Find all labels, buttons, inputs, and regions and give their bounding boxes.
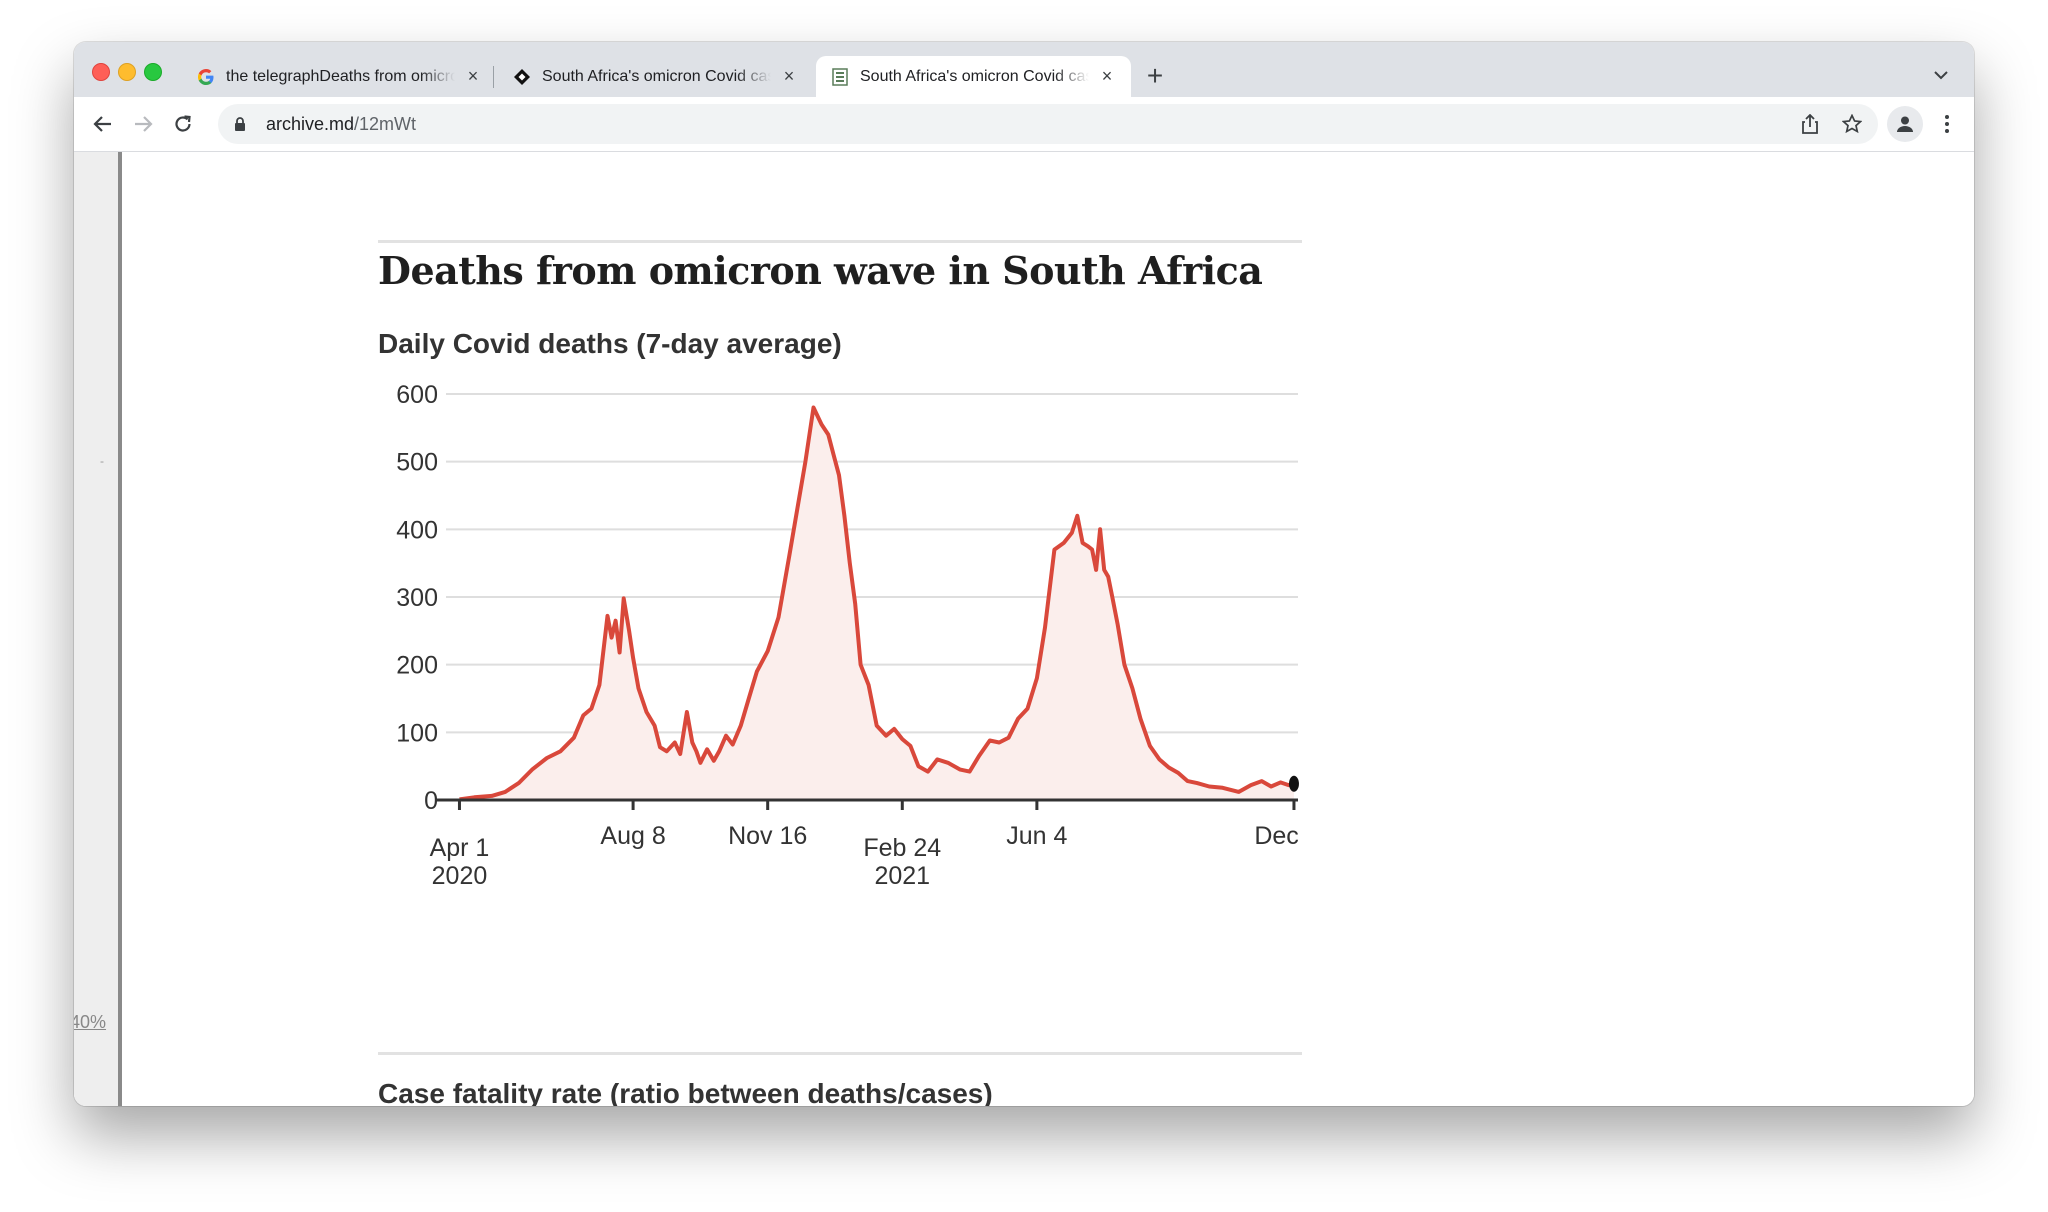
y-tick-label: 0	[424, 787, 438, 815]
lock-icon[interactable]	[234, 116, 254, 132]
tab-title: the telegraphDeaths from omicron wave in…	[226, 67, 455, 85]
next-section-title: Case fatality rate (ratio between deaths…	[378, 1078, 993, 1106]
y-tick-label: 600	[396, 381, 438, 409]
profile-avatar-icon[interactable]	[1887, 106, 1923, 142]
archive-page-icon	[830, 67, 850, 87]
tab-title: South Africa's omicron Covid cases	[860, 67, 1089, 85]
x-tick-label: Aug 8	[600, 822, 665, 850]
tab-title: South Africa's omicron Covid cases	[542, 67, 771, 85]
browser-toolbar: archive.md/12mWt	[74, 97, 1974, 152]
chart-headline: Deaths from omicron wave in South Africa	[378, 248, 1263, 293]
y-tick-label: 400	[396, 516, 438, 544]
page-content: - 40% Deaths from omicron wave in South …	[74, 152, 1974, 1106]
y-tick-label: 200	[396, 652, 438, 680]
tab-south-africa-2-active[interactable]: South Africa's omicron Covid cases ×	[816, 56, 1131, 97]
x-tick-label: Feb 24	[863, 834, 941, 862]
zoom-link[interactable]: 40%	[74, 1012, 107, 1032]
y-tick-label: 100	[396, 719, 438, 747]
top-divider	[378, 240, 1302, 243]
x-tick-label: Dec 12	[1254, 822, 1302, 850]
close-tab-icon[interactable]: ×	[1101, 66, 1113, 86]
tab-telegraph[interactable]: the telegraphDeaths from omicron wave in…	[182, 56, 497, 97]
minimize-window-button[interactable]	[118, 63, 136, 81]
section-divider	[378, 1052, 1302, 1055]
tab-search-chevron-icon[interactable]	[1926, 60, 1956, 90]
tab-south-africa-1[interactable]: South Africa's omicron Covid cases ×	[498, 56, 813, 97]
x-tick-label: 2020	[432, 862, 488, 890]
tab-separator	[493, 66, 494, 88]
close-tab-icon[interactable]: ×	[467, 66, 479, 86]
close-window-button[interactable]	[92, 63, 110, 81]
diamond-logo-icon	[512, 67, 532, 87]
series-area	[459, 407, 1294, 800]
new-tab-button[interactable]: +	[1146, 60, 1164, 91]
more-menu-icon[interactable]	[1932, 109, 1962, 139]
last-value-dot	[1288, 775, 1299, 792]
x-tick-label: Jun 4	[1006, 822, 1067, 850]
chart-subtitle: Daily Covid deaths (7-day average)	[378, 328, 842, 359]
x-tick-label: 2021	[874, 862, 930, 890]
forward-icon[interactable]	[128, 109, 158, 139]
url-text[interactable]: archive.md/12mWt	[266, 114, 416, 135]
x-tick-label: Apr 1	[430, 834, 490, 862]
back-icon[interactable]	[88, 109, 118, 139]
y-tick-label: 500	[396, 449, 438, 477]
tab-strip: the telegraphDeaths from omicron wave in…	[74, 42, 1974, 97]
share-icon[interactable]	[1798, 112, 1822, 136]
reload-icon[interactable]	[168, 109, 198, 139]
x-tick-label: Nov 16	[728, 822, 807, 850]
bookmark-star-icon[interactable]	[1840, 112, 1864, 136]
google-g-icon	[196, 67, 216, 87]
gutter-dash: -	[100, 454, 104, 468]
y-tick-label: 300	[396, 584, 438, 612]
zoom-window-button[interactable]	[144, 63, 162, 81]
url-host: archive.md	[266, 113, 355, 134]
browser-window: the telegraphDeaths from omicron wave in…	[74, 42, 1974, 1106]
left-gutter: - 40%	[74, 152, 122, 1106]
address-bar[interactable]: archive.md/12mWt	[218, 104, 1878, 144]
close-tab-icon[interactable]: ×	[783, 66, 795, 86]
url-path: /12mWt	[354, 113, 417, 134]
series-line	[459, 405, 1295, 802]
